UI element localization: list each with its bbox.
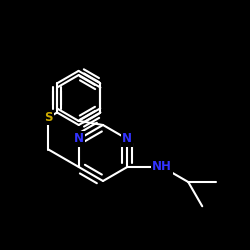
Text: N: N <box>122 132 132 145</box>
Text: N: N <box>74 132 84 145</box>
Text: S: S <box>44 111 53 124</box>
Text: NH: NH <box>152 160 172 173</box>
